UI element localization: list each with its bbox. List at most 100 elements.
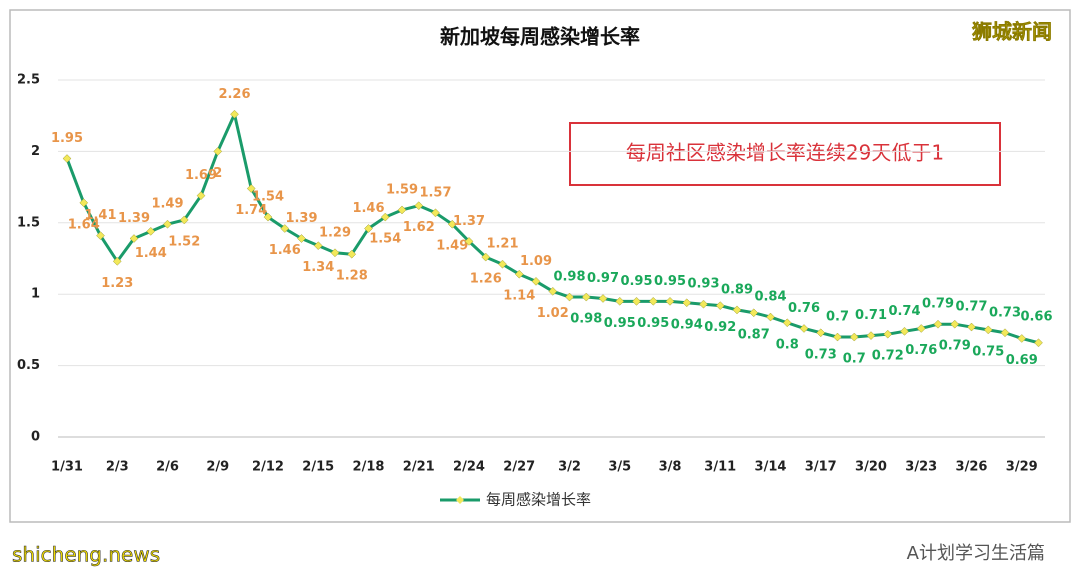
marker (548, 286, 558, 296)
marker (632, 296, 641, 306)
data-label: 1.49 (151, 197, 183, 212)
marker (699, 299, 708, 309)
marker (749, 308, 759, 318)
x-tick-label: 2/24 (453, 460, 485, 475)
data-label: 1.95 (51, 131, 83, 146)
y-tick-label: 0.5 (17, 358, 40, 373)
marker (297, 234, 306, 243)
marker (280, 224, 290, 233)
marker (598, 294, 608, 303)
data-label: 1.28 (336, 269, 368, 284)
data-label: 1.46 (352, 201, 384, 216)
marker (112, 257, 122, 266)
marker (782, 318, 792, 328)
data-label: 1.54 (369, 232, 401, 247)
data-label: 0.95 (637, 316, 669, 331)
data-label: 1.09 (520, 254, 552, 269)
data-label: 0.97 (587, 271, 619, 286)
y-tick-label: 0 (31, 430, 40, 445)
data-label: 1.37 (453, 214, 485, 229)
marker (62, 154, 72, 163)
data-label: 1.59 (386, 182, 418, 197)
data-label: 1.52 (168, 234, 200, 249)
y-tick-label: 1.5 (17, 215, 40, 230)
marker (732, 305, 742, 315)
marker (565, 292, 574, 302)
marker (498, 259, 507, 269)
x-tick-label: 3/17 (805, 460, 837, 475)
data-label: 0.69 (1006, 353, 1038, 368)
data-label: 0.72 (872, 349, 904, 364)
data-label: 1.21 (486, 237, 518, 252)
marker (431, 208, 440, 218)
data-label: 1.41 (84, 208, 116, 223)
data-label: 1.49 (436, 239, 468, 254)
marker (833, 332, 842, 342)
data-label: 1.34 (302, 260, 334, 275)
data-label: 0.87 (738, 327, 770, 342)
footer-left: shicheng.news (12, 543, 160, 567)
marker (481, 252, 491, 262)
marker (866, 331, 876, 340)
data-label: 0.79 (939, 339, 971, 354)
marker (79, 198, 89, 208)
marker (129, 234, 139, 243)
data-label: 0.76 (788, 301, 820, 316)
data-label: 1.39 (118, 211, 150, 226)
data-label: 1.57 (419, 185, 451, 200)
marker (916, 324, 926, 333)
marker (615, 296, 625, 306)
data-label: 2.26 (218, 87, 250, 102)
data-label: 1.54 (252, 190, 284, 205)
data-label: 0.89 (721, 282, 753, 297)
data-label: 1.69 (185, 168, 217, 183)
y-tick-label: 2 (31, 144, 40, 159)
x-tick-label: 2/21 (403, 460, 435, 475)
marker (330, 248, 340, 258)
marker (531, 276, 541, 286)
marker (883, 329, 893, 339)
marker (799, 324, 809, 333)
y-tick-label: 2.5 (17, 73, 40, 88)
marker (581, 292, 591, 302)
data-label: 0.71 (855, 308, 887, 323)
x-tick-label: 3/23 (905, 460, 937, 475)
data-label: 0.98 (553, 270, 585, 285)
data-label: 1.29 (319, 225, 351, 240)
data-label: 0.75 (972, 344, 1004, 359)
marker (447, 219, 457, 229)
marker (1034, 338, 1043, 348)
data-label: 1.64 (68, 217, 100, 232)
x-tick-label: 3/26 (956, 460, 988, 475)
data-label: 1.44 (135, 246, 167, 261)
marker (1000, 328, 1010, 338)
x-tick-label: 2/9 (206, 460, 229, 475)
marker (213, 147, 223, 156)
marker (514, 269, 524, 279)
legend-marker (456, 496, 464, 504)
x-tick-label: 2/18 (353, 460, 385, 475)
data-label: 0.95 (654, 274, 686, 289)
x-tick-label: 2/6 (156, 460, 179, 475)
x-tick-label: 3/20 (855, 460, 887, 475)
marker (933, 319, 943, 329)
data-label: 0.84 (754, 290, 786, 305)
x-tick-label: 3/11 (704, 460, 736, 475)
data-label: 1.46 (269, 243, 301, 258)
x-tick-label: 1/31 (51, 460, 83, 475)
marker (816, 328, 826, 338)
data-label: 0.98 (570, 312, 602, 327)
data-label: 1.02 (537, 306, 569, 321)
data-label: 0.77 (955, 300, 987, 315)
data-label: 0.74 (888, 304, 920, 319)
annotation: 每周社区感染增长率连续29天低于1 (626, 141, 944, 165)
x-tick-label: 3/5 (608, 460, 631, 475)
marker (397, 205, 407, 215)
marker (682, 298, 692, 308)
marker (900, 326, 909, 336)
x-tick-label: 2/27 (503, 460, 535, 475)
data-label: 1.62 (403, 220, 435, 235)
marker (766, 312, 775, 322)
x-tick-label: 2/15 (302, 460, 334, 475)
